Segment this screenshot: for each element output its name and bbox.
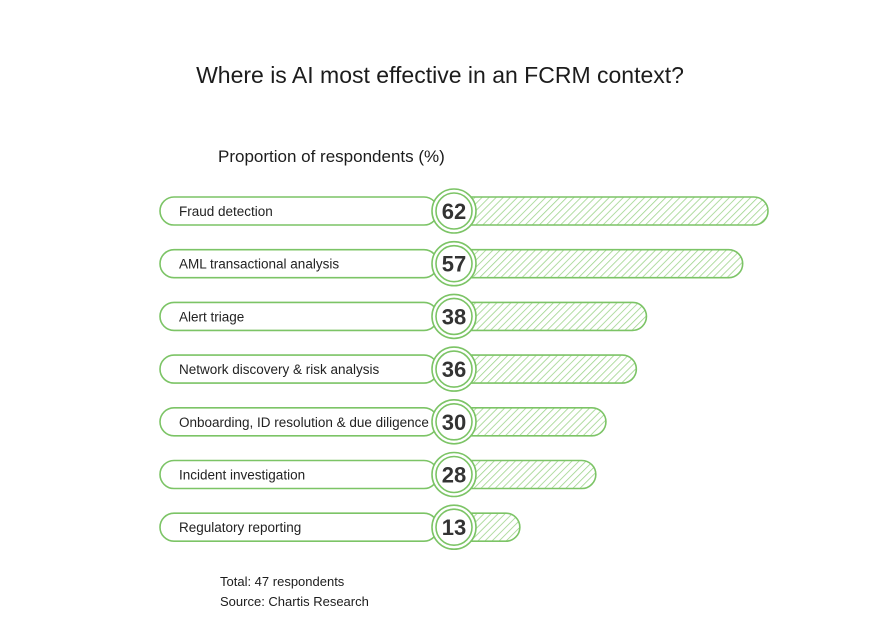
bar xyxy=(453,248,744,279)
footer-total: Total: 47 respondents xyxy=(220,574,345,589)
value-circle-inner xyxy=(435,402,473,441)
value-circle-inner xyxy=(435,297,473,336)
value-circle-inner xyxy=(435,244,473,283)
bar-row: AML transactional analysis 57 xyxy=(159,240,744,287)
bar-row: Alert triage 38 xyxy=(159,293,648,340)
footer-source: Source: Chartis Research xyxy=(220,594,369,609)
category-label: Regulatory reporting xyxy=(179,520,301,535)
category-label: Fraud detection xyxy=(179,204,273,219)
value-circle-inner xyxy=(435,192,473,230)
category-label: Incident investigation xyxy=(179,468,305,483)
value-label: 28 xyxy=(442,463,466,488)
chart-title: Where is AI most effective in an FCRM co… xyxy=(196,62,684,88)
category-label: Network discovery & risk analysis xyxy=(179,362,380,377)
value-label: 36 xyxy=(442,357,466,382)
bar xyxy=(453,196,769,226)
value-label: 57 xyxy=(442,252,466,277)
value-label: 13 xyxy=(442,515,466,540)
bar xyxy=(453,301,648,332)
value-circle-inner xyxy=(435,455,473,494)
value-label: 30 xyxy=(442,410,466,435)
category-label: Onboarding, ID resolution & due diligenc… xyxy=(179,415,429,430)
category-label: Alert triage xyxy=(179,309,244,324)
bar-row: Incident investigation 28 xyxy=(159,451,597,498)
category-label: AML transactional analysis xyxy=(179,257,339,272)
bar-row: Onboarding, ID resolution & due diligenc… xyxy=(159,398,607,445)
value-circle-inner xyxy=(435,350,473,388)
bar-row: Fraud detection 62 xyxy=(159,188,769,234)
bar xyxy=(453,354,638,384)
value-circle-inner xyxy=(435,508,473,547)
value-label: 62 xyxy=(442,199,466,224)
value-label: 38 xyxy=(442,304,466,329)
bar-row: Network discovery & risk analysis 36 xyxy=(159,346,638,392)
chart-subtitle: Proportion of respondents (%) xyxy=(218,147,445,166)
bar-row: Regulatory reporting 13 xyxy=(159,504,521,551)
